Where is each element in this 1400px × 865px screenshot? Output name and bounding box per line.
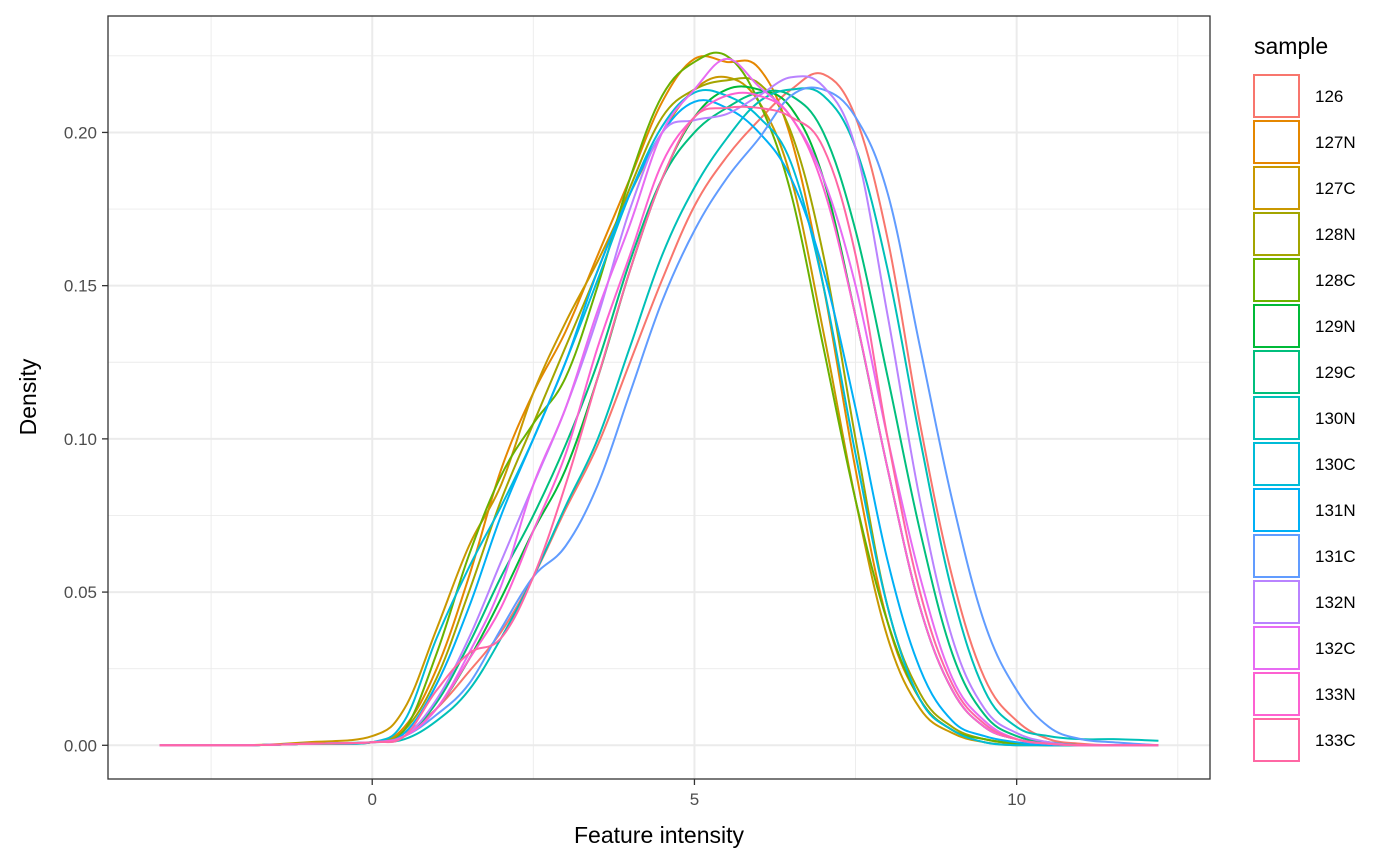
legend-label: 131N: [1315, 501, 1356, 520]
density-lines: [159, 51, 1159, 747]
legend-title: sample: [1254, 33, 1328, 59]
y-tick-label: 0.00: [64, 736, 97, 755]
legend-label: 129N: [1315, 317, 1356, 336]
legend-key-126: [1253, 74, 1300, 118]
legend-label: 132C: [1315, 639, 1356, 658]
density-line-129C: [159, 89, 1159, 747]
legend-key-132N: [1253, 580, 1300, 624]
legend-label: 129C: [1315, 363, 1356, 382]
legend-key-127N: [1253, 120, 1300, 164]
legend-label: 128N: [1315, 225, 1356, 244]
density-line-131C: [159, 86, 1159, 747]
legend-key-131C: [1253, 534, 1300, 578]
legend-label: 127N: [1315, 133, 1356, 152]
y-axis-title: Density: [15, 358, 41, 435]
x-axis-ticks: 0 5 10: [367, 779, 1026, 809]
legend-label: 127C: [1315, 179, 1356, 198]
legend-key-130C: [1253, 442, 1300, 486]
density-line-130N: [159, 87, 1159, 747]
legend: 126 127N 127C 128N 128C 129N 129C 130N 130C 131N 1…: [1253, 74, 1356, 762]
x-tick-label: 0: [367, 790, 376, 809]
legend-key-127C: [1253, 166, 1300, 210]
y-tick-label: 0.20: [64, 123, 97, 142]
legend-key-132C: [1253, 626, 1300, 670]
legend-label: 132N: [1315, 593, 1356, 612]
x-axis-title: Feature intensity: [574, 822, 745, 848]
density-line-133N: [159, 91, 1159, 747]
legend-label: 130C: [1315, 455, 1356, 474]
legend-label: 131C: [1315, 547, 1356, 566]
density-line-131N: [159, 99, 1159, 747]
legend-label: 128C: [1315, 271, 1356, 290]
density-line-130C: [159, 88, 1159, 747]
plot-panel-background: [108, 16, 1210, 779]
density-line-132N: [159, 75, 1159, 747]
legend-label: 133C: [1315, 731, 1356, 750]
y-tick-label: 0.10: [64, 430, 97, 449]
legend-key-133C: [1253, 718, 1300, 762]
y-axis-ticks: 0.00 0.05 0.10 0.15 0.20: [64, 123, 108, 755]
density-line-128C: [159, 51, 1159, 747]
y-tick-label: 0.05: [64, 583, 97, 602]
legend-key-129N: [1253, 304, 1300, 348]
legend-key-133N: [1253, 672, 1300, 716]
density-line-133C: [159, 105, 1159, 747]
legend-label: 126: [1315, 87, 1343, 106]
legend-label: 133N: [1315, 685, 1356, 704]
y-tick-label: 0.15: [64, 277, 97, 296]
x-tick-label: 5: [690, 790, 699, 809]
minor-gridlines: [108, 16, 1210, 779]
legend-key-131N: [1253, 488, 1300, 532]
legend-key-130N: [1253, 396, 1300, 440]
legend-label: 130N: [1315, 409, 1356, 428]
plot-panel-border: [107, 15, 1211, 780]
x-tick-label: 10: [1007, 790, 1026, 809]
legend-key-128N: [1253, 212, 1300, 256]
legend-key-128C: [1253, 258, 1300, 302]
legend-key-129C: [1253, 350, 1300, 394]
